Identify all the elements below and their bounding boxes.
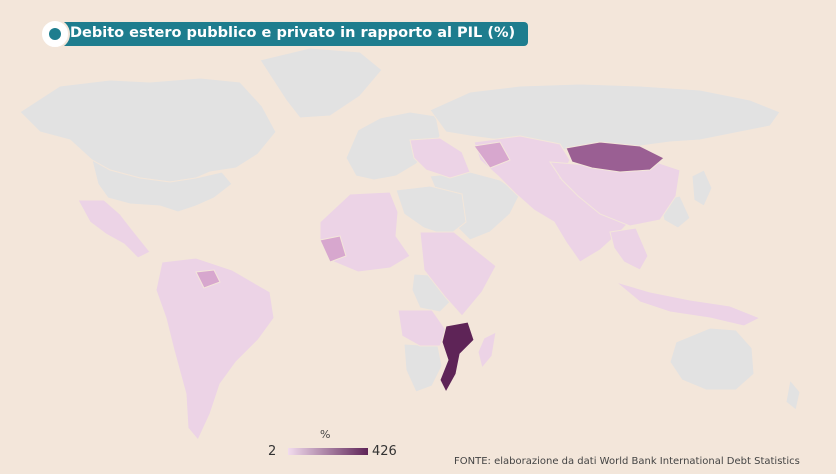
title-bar: Debito estero pubblico e privato in rapp… <box>40 19 528 49</box>
southeast-asia <box>609 227 649 271</box>
map-title: Debito estero pubblico e privato in rapp… <box>70 25 516 41</box>
bullet-icon <box>40 19 70 49</box>
legend-gradient <box>288 448 368 455</box>
no-data-countries <box>19 47 801 411</box>
legend-min: 2 <box>268 444 277 459</box>
caribbean <box>195 269 221 289</box>
australia <box>669 327 755 391</box>
new-zealand <box>785 378 801 411</box>
legend-max: 426 <box>372 444 397 459</box>
alaska-canada <box>19 77 277 183</box>
mozambique <box>439 321 475 394</box>
source-note: FONTE: elaborazione da dati World Bank I… <box>454 456 800 467</box>
north-africa-east <box>395 185 467 237</box>
greenland <box>259 47 383 119</box>
usa <box>91 159 233 213</box>
mexico-central-america <box>77 199 151 259</box>
extreme-countries <box>439 141 665 394</box>
southern-africa <box>397 309 447 347</box>
mongolia <box>565 141 665 173</box>
central-asia-dark <box>473 141 511 169</box>
south-america <box>155 257 275 441</box>
high-countries <box>195 141 511 289</box>
east-central-africa <box>419 231 497 317</box>
legend: % 2 426 <box>262 428 402 464</box>
japan <box>691 169 713 207</box>
eastern-europe-caucasus <box>409 137 471 179</box>
west-africa-coast <box>319 235 347 263</box>
russia <box>429 83 781 151</box>
madagascar <box>477 331 497 370</box>
indonesia <box>615 281 762 327</box>
southern-africa-west <box>403 343 443 393</box>
central-south-asia <box>473 135 641 263</box>
legend-unit: % <box>320 428 331 441</box>
